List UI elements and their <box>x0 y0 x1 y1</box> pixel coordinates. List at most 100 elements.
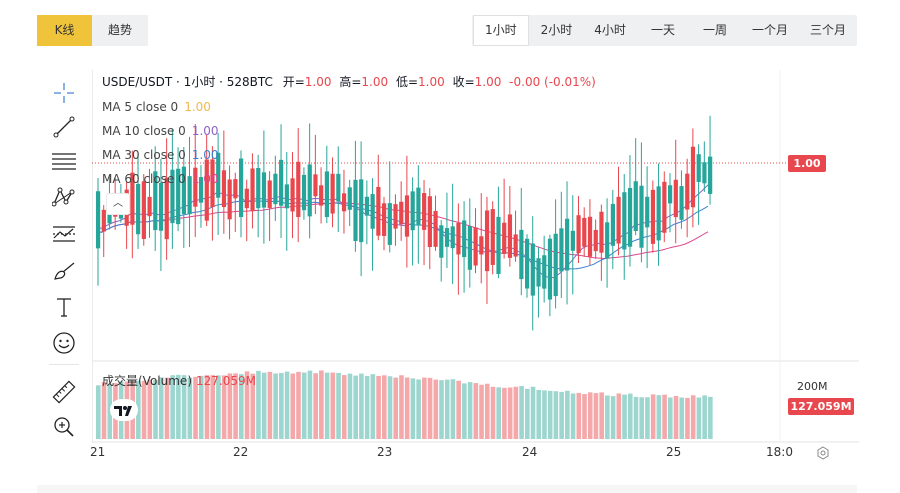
tab-kline[interactable]: K线 <box>37 15 92 46</box>
volume-bar <box>256 370 261 439</box>
volume-bar <box>542 390 547 439</box>
volume-bar <box>393 377 399 439</box>
candle-body <box>507 214 513 258</box>
ma-5-legend[interactable]: MA 5 close 0 1.00 <box>102 100 211 114</box>
volume-bar <box>170 375 175 439</box>
volume-bar <box>656 395 662 439</box>
collapse-legend-button[interactable]: ︿ <box>106 193 130 215</box>
emoji-tool[interactable] <box>45 328 83 358</box>
candle-body <box>645 196 650 228</box>
candle-body <box>622 192 627 250</box>
candle-body <box>347 187 352 210</box>
volume-bar <box>433 379 439 439</box>
ma-10-legend[interactable]: MA 10 close 0 1.00 <box>102 124 219 138</box>
volume-bar <box>427 377 433 439</box>
ma-30-legend[interactable]: MA 30 close 0 1.00 <box>102 148 219 162</box>
zoom-tool[interactable] <box>45 412 83 442</box>
trendline-tool[interactable] <box>45 112 83 142</box>
tab-trend[interactable]: 趋势 <box>92 15 148 46</box>
brush-tool[interactable] <box>45 256 83 286</box>
candlestick-chart[interactable] <box>92 70 859 465</box>
high-value: 1.00 <box>361 75 389 89</box>
ruler-icon <box>52 380 76 404</box>
candle-body <box>284 184 289 209</box>
candle-body <box>273 173 278 205</box>
candle-body <box>141 181 146 239</box>
low-label: 低= <box>395 75 419 89</box>
prediction-tool[interactable] <box>45 219 83 249</box>
volume-bar <box>107 383 113 439</box>
pattern-icon <box>52 187 75 207</box>
interval-4h[interactable]: 4小时 <box>594 23 626 37</box>
ma-label: MA 60 close 0 <box>102 172 186 186</box>
volume-bar <box>422 377 427 439</box>
last-price-tag: 1.00 <box>788 155 826 172</box>
brush-icon <box>54 262 75 280</box>
candle-body <box>462 220 467 258</box>
candle-body <box>633 181 638 232</box>
volume-tag: 127.059M <box>788 398 854 415</box>
candle-body <box>341 193 347 212</box>
volume-bar <box>233 373 238 439</box>
settings-gear-icon[interactable] <box>816 446 830 460</box>
candle-body <box>570 230 575 251</box>
candle-body <box>559 228 564 272</box>
candle-body <box>227 179 232 220</box>
x-tick: 22 <box>233 445 249 459</box>
volume-bar <box>467 382 473 439</box>
tradingview-logo-icon <box>110 399 138 421</box>
volume-value: 127.059M <box>196 374 256 388</box>
interval-1d[interactable]: 一天 <box>650 23 675 37</box>
candle-body <box>256 168 261 209</box>
candle-body <box>599 211 604 253</box>
volume-bar <box>347 373 353 439</box>
candle-body <box>336 173 341 202</box>
candle-body <box>530 243 535 296</box>
candle-body <box>164 177 169 240</box>
volume-bar <box>702 395 707 439</box>
volume-bar <box>239 374 244 439</box>
volume-bar <box>307 370 313 439</box>
volume-bar <box>410 378 416 439</box>
volume-bar <box>673 395 679 439</box>
volume-bar <box>313 373 318 439</box>
candle-body <box>296 161 301 218</box>
volume-bar <box>633 396 639 439</box>
volume-bar <box>279 372 284 439</box>
candle-body <box>650 189 656 244</box>
chart-type-tabs: K线 趋势 <box>37 15 148 46</box>
smiley-icon <box>53 332 75 354</box>
text-tool[interactable] <box>45 292 83 322</box>
candle-body <box>525 238 530 289</box>
interval-1mo[interactable]: 一个月 <box>751 23 788 37</box>
volume-bar <box>662 394 667 439</box>
volume-bar <box>336 372 341 439</box>
volume-bar <box>456 380 461 439</box>
horizontal-lines-tool[interactable] <box>45 146 83 176</box>
volume-bar <box>387 376 393 439</box>
candle-body <box>330 173 335 214</box>
x-tick: 23 <box>377 445 393 459</box>
ohlc-legend: USDE/USDT · 1小时 · 528BTC 开=1.00 高=1.00 低… <box>102 74 596 90</box>
candle-body <box>176 168 181 225</box>
x-tick: 25 <box>666 445 682 459</box>
candle-body <box>221 170 227 208</box>
volume-label: 成交量(Volume) <box>102 374 192 388</box>
volume-bar <box>496 387 501 439</box>
volume-bar <box>519 386 524 439</box>
candle-body <box>181 166 186 215</box>
x-tick: 18:0 <box>766 445 793 459</box>
ma-60-legend[interactable]: MA 60 close 0 1.00 <box>102 172 219 186</box>
candle-body <box>313 174 318 197</box>
interval-2h[interactable]: 2小时 <box>540 23 573 37</box>
candle-body <box>244 188 249 209</box>
pattern-tool[interactable] <box>45 182 83 212</box>
interval-3mo[interactable]: 三个月 <box>809 23 846 37</box>
interval-1h[interactable]: 1小时 <box>473 15 529 46</box>
crosshair-tool[interactable] <box>45 78 83 108</box>
volume-bar <box>330 372 336 439</box>
candle-body <box>662 181 667 233</box>
interval-1w[interactable]: 一周 <box>702 23 727 37</box>
measure-tool[interactable] <box>45 377 83 407</box>
volume-bar <box>101 382 107 439</box>
